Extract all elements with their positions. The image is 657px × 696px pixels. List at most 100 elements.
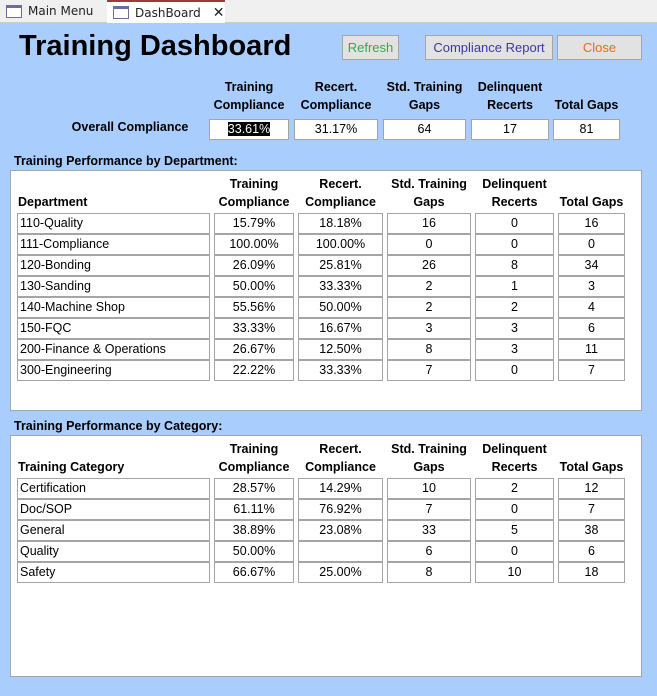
cell-value[interactable]: 33.33% <box>214 318 294 339</box>
tab-dashboard[interactable]: DashBoard ✕ <box>107 0 225 23</box>
cell-value[interactable]: 10 <box>387 478 471 499</box>
cell-value[interactable]: 16 <box>558 213 625 234</box>
cell-value[interactable]: 6 <box>558 318 625 339</box>
tab-main-menu[interactable]: Main Menu <box>0 0 104 22</box>
overall-value-field[interactable]: 81 <box>553 119 620 140</box>
cell-value[interactable]: 10 <box>475 562 554 583</box>
column-header: Std. Training Gaps <box>391 177 467 209</box>
compliance-report-button[interactable]: Compliance Report <box>425 35 553 60</box>
cell-value[interactable]: 7 <box>558 360 625 381</box>
cell-value[interactable]: 2 <box>475 478 554 499</box>
cell-value[interactable]: 23.08% <box>298 520 383 541</box>
row-label[interactable]: 150-FQC <box>17 318 210 339</box>
cell-value[interactable]: 1 <box>475 276 554 297</box>
cell-value[interactable]: 18.18% <box>298 213 383 234</box>
cell-value[interactable]: 61.11% <box>214 499 294 520</box>
overall-value-field[interactable]: 17 <box>471 119 549 140</box>
overall-value-field[interactable]: 31.17% <box>294 119 378 140</box>
cell-value[interactable]: 33.33% <box>298 276 383 297</box>
cell-value[interactable]: 16.67% <box>298 318 383 339</box>
cell-value[interactable]: 50.00% <box>214 541 294 562</box>
row-label[interactable]: 200-Finance & Operations <box>17 339 210 360</box>
column-header: Total Gaps <box>559 460 624 474</box>
cell-value[interactable]: 25.00% <box>298 562 383 583</box>
column-header-department: Department <box>18 195 88 209</box>
cell-value[interactable]: 3 <box>558 276 625 297</box>
cell-value[interactable]: 100.00% <box>298 234 383 255</box>
row-label[interactable]: 110-Quality <box>17 213 210 234</box>
cell-value[interactable]: 16 <box>387 213 471 234</box>
cell-value[interactable]: 6 <box>558 541 625 562</box>
tab-label: Main Menu <box>28 4 94 18</box>
cell-value[interactable]: 0 <box>475 499 554 520</box>
cell-value[interactable]: 26.09% <box>214 255 294 276</box>
cell-value[interactable]: 15.79% <box>214 213 294 234</box>
cell-value[interactable]: 50.00% <box>214 276 294 297</box>
cell-value[interactable]: 12 <box>558 478 625 499</box>
cell-value[interactable]: 12.50% <box>298 339 383 360</box>
cell-value[interactable]: 6 <box>387 541 471 562</box>
refresh-button[interactable]: Refresh <box>342 35 399 60</box>
cell-value[interactable]: 25.81% <box>298 255 383 276</box>
cell-value[interactable]: 38.89% <box>214 520 294 541</box>
cell-value[interactable]: 3 <box>475 318 554 339</box>
row-label[interactable]: 120-Bonding <box>17 255 210 276</box>
cell-value[interactable] <box>298 541 383 562</box>
cell-value[interactable]: 26.67% <box>214 339 294 360</box>
row-label[interactable]: General <box>17 520 210 541</box>
cell-value[interactable]: 0 <box>475 234 554 255</box>
column-header: Delinquent Recerts <box>482 442 547 474</box>
cell-value[interactable]: 55.56% <box>214 297 294 318</box>
column-header-category: Training Category <box>18 460 125 474</box>
cell-value[interactable]: 22.22% <box>214 360 294 381</box>
cell-value[interactable]: 0 <box>387 234 471 255</box>
row-label[interactable]: 300-Engineering <box>17 360 210 381</box>
cell-value[interactable]: 66.67% <box>214 562 294 583</box>
cell-value[interactable]: 8 <box>387 562 471 583</box>
column-header: Training Compliance <box>218 177 290 209</box>
overall-value-field[interactable]: 33.61% <box>209 119 289 140</box>
cell-value[interactable]: 50.00% <box>298 297 383 318</box>
close-button[interactable]: Close <box>557 35 642 60</box>
row-label[interactable]: 140-Machine Shop <box>17 297 210 318</box>
cell-value[interactable]: 2 <box>475 297 554 318</box>
cell-value[interactable]: 7 <box>387 499 471 520</box>
cell-value[interactable]: 7 <box>558 499 625 520</box>
column-header: Total Gaps <box>559 195 624 209</box>
row-label[interactable]: Quality <box>17 541 210 562</box>
cell-value[interactable]: 2 <box>387 276 471 297</box>
cell-value[interactable]: 76.92% <box>298 499 383 520</box>
page-title: Training Dashboard <box>19 30 292 62</box>
row-label[interactable]: Safety <box>17 562 210 583</box>
close-tab-icon[interactable]: ✕ <box>212 4 225 21</box>
cell-value[interactable]: 3 <box>475 339 554 360</box>
cell-value[interactable]: 100.00% <box>214 234 294 255</box>
cell-value[interactable]: 18 <box>558 562 625 583</box>
cell-value[interactable]: 28.57% <box>214 478 294 499</box>
cell-value[interactable]: 5 <box>475 520 554 541</box>
cell-value[interactable]: 14.29% <box>298 478 383 499</box>
column-header: Recert. Compliance <box>305 442 376 474</box>
cell-value[interactable]: 3 <box>387 318 471 339</box>
cell-value[interactable]: 26 <box>387 255 471 276</box>
cell-value[interactable]: 8 <box>475 255 554 276</box>
cell-value[interactable]: 0 <box>475 360 554 381</box>
row-label[interactable]: 130-Sanding <box>17 276 210 297</box>
cell-value[interactable]: 33.33% <box>298 360 383 381</box>
row-label[interactable]: Doc/SOP <box>17 499 210 520</box>
cell-value[interactable]: 7 <box>387 360 471 381</box>
cell-value[interactable]: 11 <box>558 339 625 360</box>
cell-value[interactable]: 0 <box>475 213 554 234</box>
cell-value[interactable]: 34 <box>558 255 625 276</box>
cell-value[interactable]: 4 <box>558 297 625 318</box>
cell-value[interactable]: 2 <box>387 297 471 318</box>
cell-value[interactable]: 8 <box>387 339 471 360</box>
row-label[interactable]: Certification <box>17 478 210 499</box>
cell-value[interactable]: 0 <box>558 234 625 255</box>
cell-value[interactable]: 38 <box>558 520 625 541</box>
cell-value[interactable]: 0 <box>475 541 554 562</box>
cell-value[interactable]: 33 <box>387 520 471 541</box>
row-label[interactable]: 111-Compliance <box>17 234 210 255</box>
overall-value-field[interactable]: 64 <box>383 119 466 140</box>
overall-column-header: Training Compliance <box>213 80 285 112</box>
